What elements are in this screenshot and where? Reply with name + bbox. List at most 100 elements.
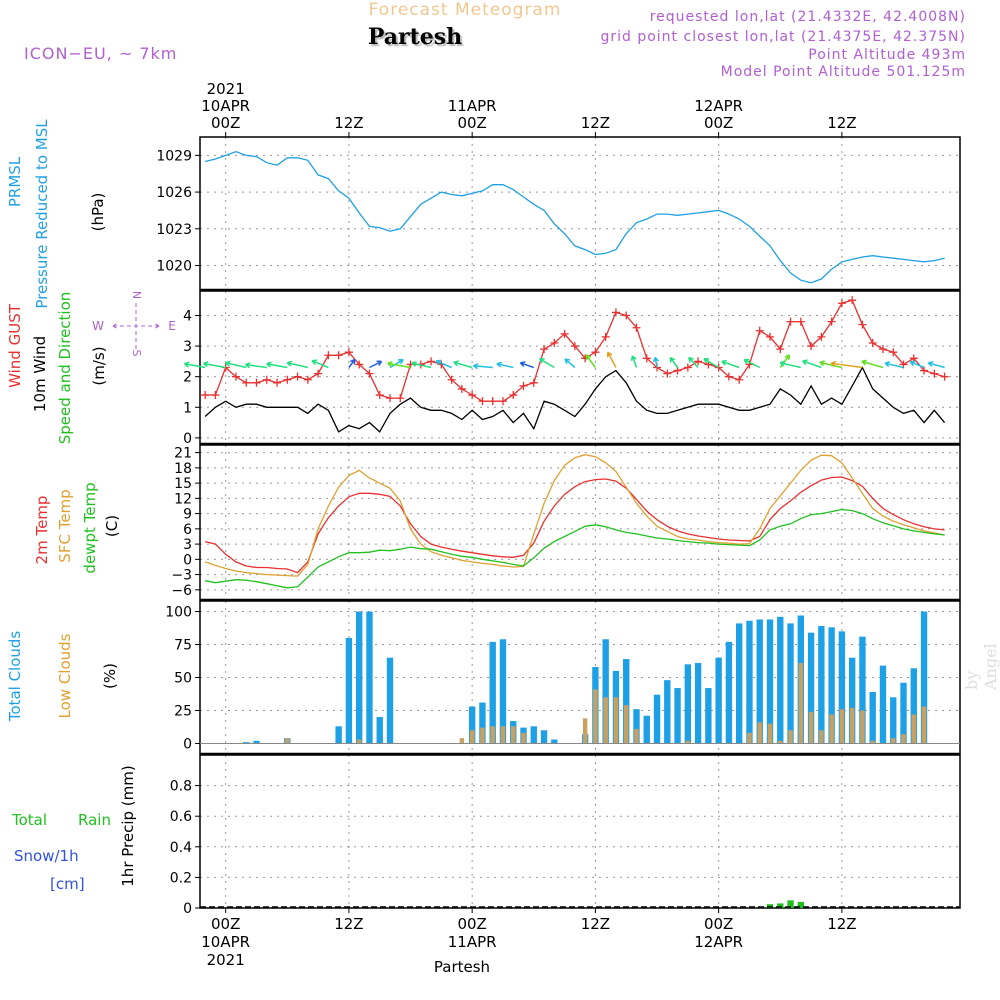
label-cm: [cm] — [50, 875, 85, 893]
total-cloud-bar — [756, 619, 763, 744]
total-cloud-bar — [736, 623, 743, 744]
label-pressure: Pressure Reduced to MSL — [33, 119, 51, 309]
y-tick-label: 15 — [174, 476, 192, 492]
bottom-time-label: 00Z — [211, 915, 240, 933]
gust-marker — [314, 369, 323, 378]
temp-dewpt-line — [204, 508, 945, 589]
gust-marker — [827, 317, 836, 326]
total-cloud-bar — [818, 626, 825, 744]
total-cloud-bar — [243, 742, 250, 744]
wind-arrow — [286, 360, 309, 369]
bottom-time-label: 10APR — [201, 933, 250, 951]
y-tick-label: 0 — [183, 901, 192, 917]
gust-marker — [878, 345, 887, 354]
y-tick-label: 0.8 — [170, 779, 192, 795]
top-time-label: 10APR — [201, 97, 250, 115]
total-cloud-bar — [633, 709, 640, 744]
total-cloud-bar — [746, 620, 753, 744]
y-tick-label: 6 — [183, 522, 192, 538]
wind-arrow — [369, 360, 383, 369]
total-cloud-bar — [828, 627, 835, 744]
precip-bar — [797, 901, 804, 908]
y-tick-label: 75 — [174, 638, 192, 654]
label-pct: (%) — [101, 663, 119, 689]
total-cloud-bar — [766, 619, 774, 744]
chart-title: Forecast Meteogram — [368, 0, 562, 20]
y-tick-label: 18 — [174, 461, 192, 477]
wind-arrow — [225, 360, 247, 369]
gust-line — [205, 299, 945, 402]
wind-arrow — [779, 360, 801, 369]
gust-marker — [837, 299, 846, 308]
top-time-label: 12Z — [581, 114, 610, 132]
gust-marker — [591, 348, 600, 357]
total-cloud-bar — [479, 702, 486, 744]
total-cloud-bar — [253, 740, 260, 744]
low-cloud-bar — [767, 723, 773, 744]
gust-marker — [375, 391, 384, 400]
total-cloud-bar — [910, 668, 917, 744]
wind-arrow — [606, 351, 617, 368]
low-cloud-bar — [921, 706, 927, 744]
gust-marker — [447, 375, 456, 384]
precip-bar — [787, 900, 794, 908]
low-cloud-bar — [634, 728, 639, 744]
wind-arrow — [721, 359, 740, 369]
y-tick-label: 25 — [174, 703, 192, 719]
y-tick-label: 3 — [183, 537, 192, 553]
low-cloud-bar — [798, 662, 804, 744]
gust-marker — [673, 366, 682, 375]
gust-marker — [498, 397, 507, 406]
gust-marker — [529, 378, 538, 387]
wind-arrow — [564, 358, 576, 369]
total-cloud-bar — [664, 680, 671, 744]
wind-arrow — [585, 354, 597, 368]
total-cloud-bar — [551, 739, 558, 744]
label-total-clouds: Total Clouds — [6, 631, 24, 723]
gust-marker — [755, 326, 764, 335]
gust-marker — [540, 345, 549, 354]
total-cloud-bar — [366, 611, 373, 744]
wind-arrow — [802, 359, 822, 369]
label-speed-direction: Speed and Direction — [56, 292, 74, 445]
temp-sfc-line — [204, 454, 945, 577]
wind-arrow — [183, 361, 206, 369]
top-time-label: 00Z — [704, 114, 733, 132]
top-time-label: 00Z — [211, 114, 240, 132]
bottom-time-label: 11APR — [448, 933, 497, 951]
gust-marker — [231, 372, 240, 381]
gust-marker — [242, 378, 251, 387]
low-cloud-bar — [757, 722, 762, 744]
temp-2m-line — [204, 476, 945, 574]
total-cloud-bar — [386, 657, 394, 744]
low-cloud-bar — [849, 707, 855, 744]
label-low-clouds: Low Clouds — [56, 633, 74, 718]
y-tick-label: 50 — [174, 671, 192, 687]
label-c: (C) — [103, 515, 121, 537]
wind-arrow — [927, 360, 945, 369]
y-tick-label: 0 — [183, 736, 192, 752]
gust-marker — [427, 357, 436, 366]
gust-marker — [714, 363, 723, 372]
gust-marker — [519, 381, 528, 390]
precip-bar — [777, 903, 784, 908]
gust-marker — [396, 394, 405, 403]
label-total: Total — [11, 811, 47, 829]
prmsl-line — [204, 151, 945, 284]
gust-marker — [262, 375, 271, 384]
total-cloud-bar — [920, 611, 928, 744]
panel-frame — [199, 290, 961, 445]
y-tick-label: 0.4 — [170, 840, 192, 856]
y-tick-label: 1026 — [156, 185, 192, 201]
total-cloud-bar — [356, 611, 363, 744]
wind-arrow — [387, 361, 411, 369]
low-cloud-bar — [582, 718, 588, 744]
low-cloud-bar — [891, 738, 896, 744]
wind-arrow — [703, 358, 720, 369]
gust-marker — [796, 317, 805, 326]
low-cloud-bar — [285, 738, 290, 744]
gust-marker — [457, 384, 466, 393]
low-cloud-bar — [911, 714, 917, 744]
low-cloud-bar — [459, 738, 465, 744]
panel-clouds — [195, 600, 961, 755]
